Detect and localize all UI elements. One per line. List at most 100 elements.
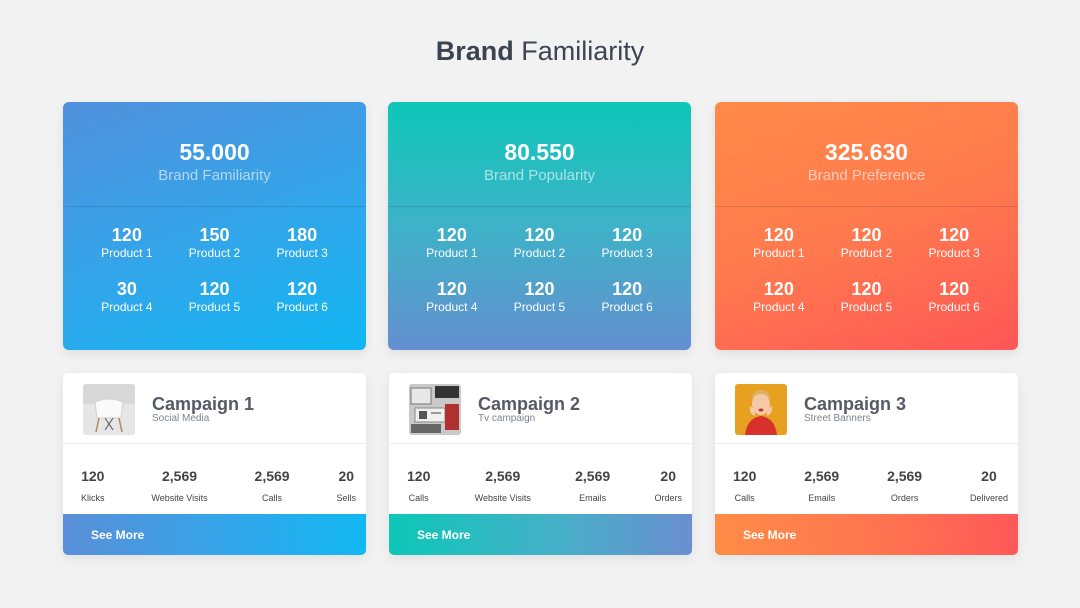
see-more-button[interactable]: See More: [63, 514, 366, 555]
product-name: Product 3: [601, 246, 653, 260]
product-value: 120: [436, 279, 467, 299]
stat-label: Delivered: [969, 493, 1008, 503]
campaign-subtitle: Social Media: [152, 413, 210, 424]
stat-value: 20: [338, 468, 355, 484]
product-name: Product 2: [513, 246, 566, 260]
page-title: Brand Familiarity: [0, 36, 1080, 67]
stat-label: Brand Preference: [807, 167, 926, 184]
product-value: 120: [939, 225, 970, 245]
stat-value: 20: [981, 468, 997, 484]
campaign-stat: 2,569 Emails: [804, 468, 839, 514]
product-value: 120: [763, 279, 794, 299]
stat-label: Brand Familiarity: [158, 167, 271, 184]
product-value: 180: [287, 225, 318, 245]
product-stat: 120 Product 3: [910, 225, 998, 262]
product-name: Product 1: [426, 246, 478, 260]
stat-value: 120: [733, 468, 757, 484]
product-stat: 120 Product 5: [823, 279, 911, 316]
campaign-title: Campaign 2: [478, 394, 581, 414]
stat-label: Klicks: [81, 493, 105, 503]
product-value: 120: [763, 225, 794, 245]
product-stat: 120 Product 2: [496, 225, 584, 262]
stat-label: Brand Popularity: [484, 167, 595, 184]
campaign-header: Campaign 3 Street Banners: [715, 373, 1018, 444]
product-stat: 120 Product 6: [910, 279, 998, 316]
campaign-stat: 2,569 Calls: [255, 468, 290, 514]
product-value: 120: [524, 279, 555, 299]
stat-label: Website Visits: [474, 493, 531, 503]
product-stat: 120 Product 6: [583, 279, 671, 316]
stat-value: 2,569: [254, 468, 290, 484]
product-name: Product 5: [513, 300, 566, 314]
product-stat: 120 Product 1: [408, 225, 496, 262]
chair-photo: [83, 384, 135, 435]
divider: [63, 206, 366, 207]
campaign-stats: 120 Calls 2,569 Website Visits 2,569 Emails…: [389, 444, 692, 514]
page-title-bold: Brand: [435, 36, 514, 66]
stat-value: 2,569: [804, 468, 840, 484]
stat-label: Calls: [408, 493, 429, 503]
campaign-stat: 20 Sells: [336, 468, 356, 514]
product-name: Product 6: [276, 300, 328, 314]
product-stat: 150 Product 2: [171, 225, 259, 262]
product-name: Product 6: [601, 300, 653, 314]
stat-value: 2,569: [485, 468, 521, 484]
campaign-subtitle: Street Banners: [804, 413, 871, 424]
product-stat: 120 Product 6: [258, 279, 346, 316]
campaign-stats: 120 Calls 2,569 Emails 2,569 Orders 20 Deliv…: [715, 444, 1018, 514]
product-name: Product 4: [753, 300, 805, 314]
campaign-title: Campaign 3: [804, 394, 907, 414]
stat-label: Calls: [262, 493, 283, 503]
campaign-card-1: Campaign 1 Social Media 120 Klicks 2,569 W…: [63, 373, 366, 555]
campaign-stat: 2,569 Emails: [575, 468, 610, 514]
stat-header: 55.000 Brand Familiarity: [63, 102, 366, 206]
product-stat: 120 Product 1: [735, 225, 823, 262]
woman-photo: [735, 384, 787, 435]
product-value: 150: [199, 225, 230, 245]
campaign-card-2: Campaign 2 Tv campaign 120 Calls 2,569 Web…: [389, 373, 692, 555]
product-name: Product 3: [276, 246, 328, 260]
brand-popularity-card: 80.550 Brand Popularity 120 Product 1 120…: [388, 102, 691, 350]
product-name: Product 4: [101, 300, 153, 314]
stat-value: 2,569: [575, 468, 611, 484]
product-stat: 120 Product 5: [171, 279, 259, 316]
divider: [388, 206, 691, 207]
brand-preference-card: 325.630 Brand Preference 120 Product 1 12…: [715, 102, 1018, 350]
campaign-stat: 2,569 Website Visits: [151, 468, 207, 514]
product-stat: 120 Product 2: [823, 225, 911, 262]
product-name: Product 1: [753, 246, 805, 260]
stat-total: 80.550: [504, 139, 575, 165]
product-value: 120: [436, 225, 467, 245]
stat-value: 20: [660, 468, 676, 484]
product-value: 30: [116, 279, 137, 299]
product-value: 120: [524, 225, 555, 245]
product-name: Product 1: [101, 246, 153, 260]
stat-label: Sells: [336, 493, 356, 503]
stat-label: Orders: [654, 493, 682, 503]
product-name: Product 4: [426, 300, 478, 314]
product-value: 120: [612, 279, 643, 299]
stat-label: Website Visits: [151, 493, 208, 503]
stat-header: 325.630 Brand Preference: [715, 102, 1018, 206]
stat-total: 325.630: [824, 139, 909, 165]
product-name: Product 2: [188, 246, 241, 260]
see-more-button[interactable]: See More: [715, 514, 1018, 555]
product-stat: 120 Product 5: [496, 279, 584, 316]
product-stat: 120 Product 4: [735, 279, 823, 316]
stat-value: 2,569: [887, 468, 923, 484]
product-value: 120: [199, 279, 230, 299]
product-name: Product 6: [928, 300, 980, 314]
product-name: Product 5: [840, 300, 893, 314]
product-name: Product 3: [928, 246, 980, 260]
campaign-stat: 2,569 Orders: [887, 468, 922, 514]
campaign-stat: 20 Orders: [654, 468, 682, 514]
product-value: 120: [287, 279, 318, 299]
divider: [715, 206, 1018, 207]
campaign-subtitle: Tv campaign: [478, 413, 536, 424]
see-more-button[interactable]: See More: [389, 514, 692, 555]
campaign-card-3: Campaign 3 Street Banners 120 Calls 2,569…: [715, 373, 1018, 555]
stat-header: 80.550 Brand Popularity: [388, 102, 691, 206]
stat-value: 120: [407, 468, 431, 484]
product-value: 120: [612, 225, 643, 245]
product-stat: 120 Product 4: [408, 279, 496, 316]
